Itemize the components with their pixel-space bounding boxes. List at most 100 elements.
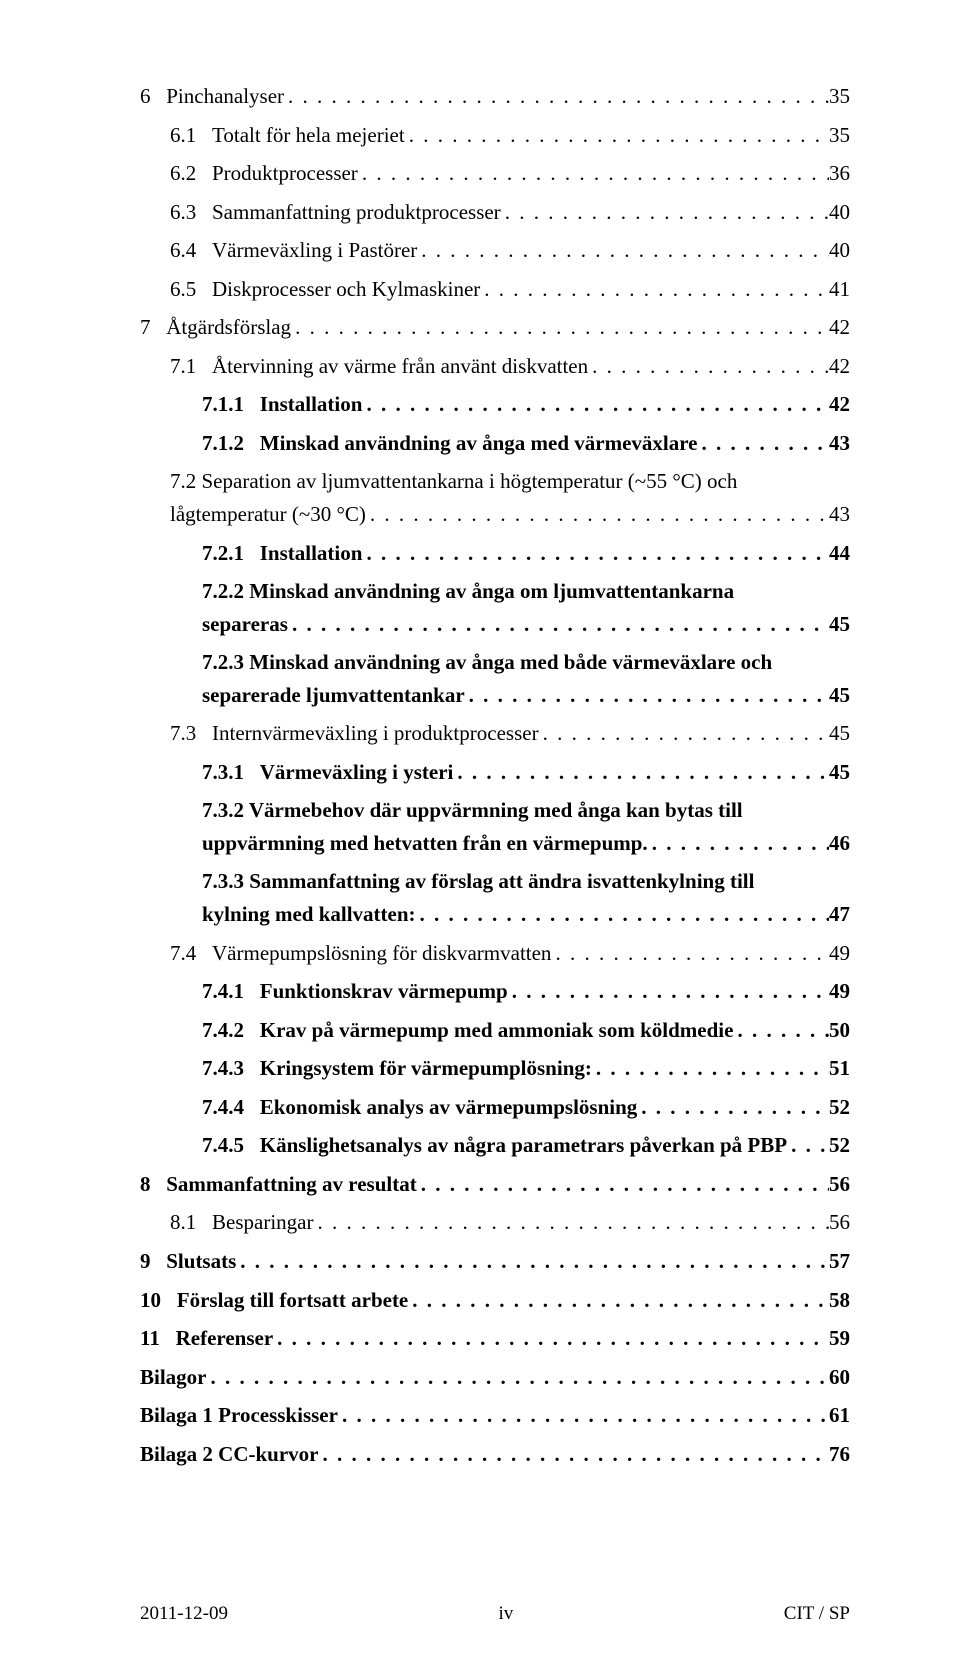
- toc-page-number: 52: [829, 1129, 850, 1162]
- toc-entry-title: Krav på värmepump med ammoniak som köldm…: [260, 1014, 734, 1047]
- toc-entry-number: 7.1.1: [202, 388, 260, 421]
- toc-entry: 6.3 Sammanfattning produktprocesser . . …: [170, 196, 850, 229]
- toc-leader: . . . . . . . . . . . . . . . . . . . . …: [733, 1014, 829, 1047]
- toc-entry-title: Minskad användning av ånga med värmeväxl…: [260, 427, 698, 460]
- toc-entry-title: Referenser: [176, 1322, 274, 1355]
- toc-entry: 7.2.2 Minskad användning av ånga om ljum…: [202, 575, 850, 640]
- toc-page-number: 59: [829, 1322, 850, 1355]
- toc-entry-title: 7.2.3 Minskad användning av ånga med båd…: [202, 646, 850, 679]
- toc-entry: 7.3.3 Sammanfattning av förslag att ändr…: [202, 865, 850, 930]
- toc-leader: . . . . . . . . . . . . . . . . . . . . …: [362, 537, 829, 570]
- toc-entry-title: Besparingar: [212, 1206, 313, 1239]
- toc-page-number: 56: [829, 1168, 850, 1201]
- toc-leader: . . . . . . . . . . . . . . . . . . . . …: [480, 273, 829, 306]
- toc-page-number: 61: [829, 1399, 850, 1432]
- toc-leader: . . . . . . . . . . . . . . . . . . . . …: [588, 350, 829, 383]
- toc-entry-title-tail: kylning med kallvatten:: [202, 898, 416, 931]
- toc-entry-title: Produktprocesser: [212, 157, 358, 190]
- toc-leader: . . . . . . . . . . . . . . . . . . . . …: [501, 196, 829, 229]
- toc-leader: . . . . . . . . . . . . . . . . . . . . …: [284, 80, 829, 113]
- toc-page-number: 43: [829, 498, 850, 531]
- toc-leader: . . . . . . . . . . . . . . . . . . . . …: [236, 1245, 829, 1278]
- toc-leader: . . . . . . . . . . . . . . . . . . . . …: [358, 157, 829, 190]
- toc-entry-number: 7.3: [170, 717, 212, 750]
- toc-leader: . . . . . . . . . . . . . . . . . . . . …: [362, 388, 829, 421]
- toc-entry-number: 6.5: [170, 273, 212, 306]
- toc-leader: . . . . . . . . . . . . . . . . . . . . …: [551, 937, 829, 970]
- toc-entry-number: 7.1: [170, 350, 212, 383]
- toc-entry-title: Bilaga 1 Processkisser: [140, 1399, 338, 1432]
- toc-page-number: 42: [829, 388, 850, 421]
- toc-entry-title: Installation: [260, 537, 363, 570]
- toc-entry: 9 Slutsats . . . . . . . . . . . . . . .…: [140, 1245, 850, 1278]
- toc-entry: 6.5 Diskprocesser och Kylmaskiner . . . …: [170, 273, 850, 306]
- toc-page-number: 46: [829, 827, 850, 860]
- toc-entry-title: 7.2 Separation av ljumvattentankarna i h…: [170, 465, 850, 498]
- toc-entry-number: 7.4.3: [202, 1052, 260, 1085]
- toc-entry-number: 9: [140, 1245, 166, 1278]
- toc-entry-title: Diskprocesser och Kylmaskiner: [212, 273, 480, 306]
- document-page: 6 Pinchanalyser . . . . . . . . . . . . …: [0, 0, 960, 1677]
- toc-page-number: 45: [829, 756, 850, 789]
- toc-entry-number: 7.3.1: [202, 756, 260, 789]
- toc-entry: 7.4.1 Funktionskrav värmepump . . . . . …: [202, 975, 850, 1008]
- toc-leader: . . . . . . . . . . . . . . . . . . . . …: [465, 679, 829, 712]
- toc-entry: 7.4 Värmepumpslösning för diskvarmvatten…: [170, 937, 850, 970]
- toc-entry-number: 6: [140, 80, 166, 113]
- toc-page-number: 45: [829, 679, 850, 712]
- page-footer: 2011-12-09 iv CIT / SP: [140, 1603, 850, 1625]
- toc-entry-title: Värmeväxling i ysteri: [260, 756, 454, 789]
- footer-org: CIT / SP: [784, 1603, 850, 1625]
- toc-entry: 7.4.3 Kringsystem för värmepumplösning: …: [202, 1052, 850, 1085]
- toc-entry: 7.4.2 Krav på värmepump med ammoniak som…: [202, 1014, 850, 1047]
- toc-page-number: 52: [829, 1091, 850, 1124]
- toc-leader: . . . . . . . . . . . . . . . . . . . . …: [592, 1052, 829, 1085]
- toc-leader: . . . . . . . . . . . . . . . . . . . . …: [288, 608, 829, 641]
- toc-entry-title: Pinchanalyser: [166, 80, 284, 113]
- footer-page-number: iv: [498, 1603, 513, 1625]
- toc-entry-number: 10: [140, 1284, 177, 1317]
- toc-entry: 11 Referenser . . . . . . . . . . . . . …: [140, 1322, 850, 1355]
- toc-entry-number: 7.2.1: [202, 537, 260, 570]
- toc-leader: . . . . . . . . . . . . . . . . . . . . …: [417, 1168, 829, 1201]
- toc-entry-title: Totalt för hela mejeriet: [212, 119, 405, 152]
- toc-leader: . . . . . . . . . . . . . . . . . . . . …: [408, 1284, 829, 1317]
- toc-page-number: 45: [829, 717, 850, 750]
- toc-entry-number: 6.2: [170, 157, 212, 190]
- toc-entry: 6 Pinchanalyser . . . . . . . . . . . . …: [140, 80, 850, 113]
- toc-page-number: 43: [829, 427, 850, 460]
- footer-date: 2011-12-09: [140, 1603, 228, 1625]
- toc-entry: 7.3 Internvärmeväxling i produktprocesse…: [170, 717, 850, 750]
- toc-leader: . . . . . . . . . . . . . . . . . . . . …: [648, 827, 829, 860]
- toc-entry-number: 8.1: [170, 1206, 212, 1239]
- toc-entry-title: Bilagor: [140, 1361, 207, 1394]
- toc-page-number: 58: [829, 1284, 850, 1317]
- toc-entry-title: Sammanfattning produktprocesser: [212, 196, 501, 229]
- toc-entry-title: 7.3.2 Värmebehov där uppvärmning med ång…: [202, 794, 850, 827]
- toc-entry: 6.2 Produktprocesser . . . . . . . . . .…: [170, 157, 850, 190]
- toc-entry-number: 11: [140, 1322, 176, 1355]
- toc-entry-number: 6.4: [170, 234, 212, 267]
- toc-leader: . . . . . . . . . . . . . . . . . . . . …: [508, 975, 829, 1008]
- toc-entry-title-tail: lågtemperatur (~30 °C): [170, 498, 366, 531]
- toc-entry: 6.4 Värmeväxling i Pastörer . . . . . . …: [170, 234, 850, 267]
- toc-page-number: 49: [829, 937, 850, 970]
- toc-entry-number: 7: [140, 311, 166, 344]
- toc-entry-title: Internvärmeväxling i produktprocesser: [212, 717, 539, 750]
- toc-leader: . . . . . . . . . . . . . . . . . . . . …: [291, 311, 829, 344]
- toc-page-number: 36: [829, 157, 850, 190]
- toc-entry-number: 7.4.1: [202, 975, 260, 1008]
- toc-entry-title: Värmeväxling i Pastörer: [212, 234, 417, 267]
- toc-page-number: 45: [829, 608, 850, 641]
- toc-entry: 7.4.4 Ekonomisk analys av värmepumpslösn…: [202, 1091, 850, 1124]
- toc-entry: 7 Åtgärdsförslag . . . . . . . . . . . .…: [140, 311, 850, 344]
- toc-entry: Bilaga 2 CC-kurvor . . . . . . . . . . .…: [140, 1438, 850, 1471]
- toc-entry-title: Förslag till fortsatt arbete: [177, 1284, 409, 1317]
- toc-page-number: 35: [829, 119, 850, 152]
- toc-entry: 7.3.1 Värmeväxling i ysteri . . . . . . …: [202, 756, 850, 789]
- toc-entry-title: Sammanfattning av resultat: [166, 1168, 416, 1201]
- toc-leader: . . . . . . . . . . . . . . . . . . . . …: [273, 1322, 829, 1355]
- toc-page-number: 42: [829, 350, 850, 383]
- toc-entry: 7.1.1 Installation . . . . . . . . . . .…: [202, 388, 850, 421]
- toc-page-number: 40: [829, 234, 850, 267]
